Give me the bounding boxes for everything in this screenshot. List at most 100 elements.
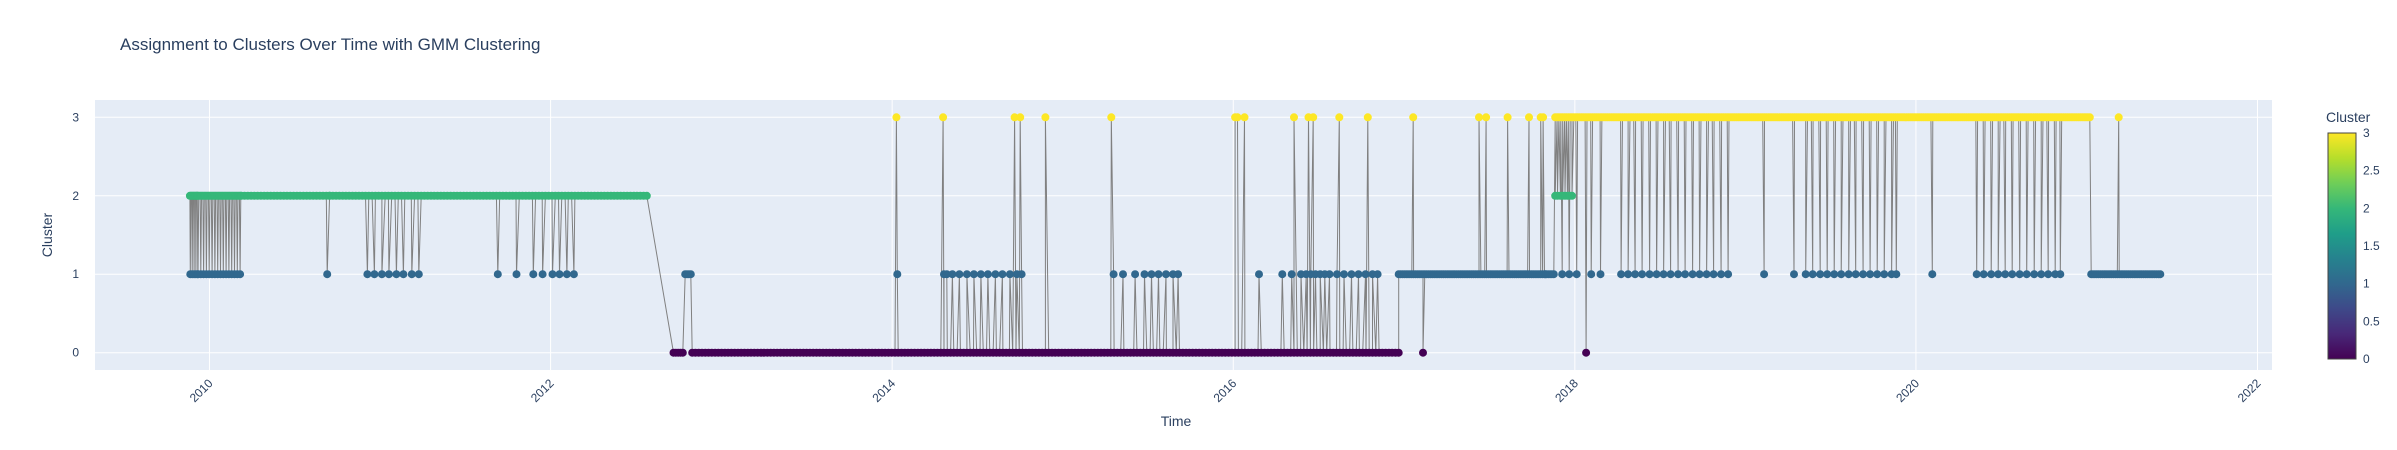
data-point bbox=[678, 348, 687, 357]
data-point bbox=[1278, 270, 1287, 279]
data-point bbox=[1596, 270, 1605, 279]
colorbar-tick-label: 1 bbox=[2363, 277, 2370, 291]
data-point bbox=[942, 270, 951, 279]
data-point bbox=[392, 270, 401, 279]
data-point bbox=[969, 270, 978, 279]
data-point bbox=[1880, 270, 1889, 279]
data-point bbox=[1565, 270, 1574, 279]
data-point bbox=[1016, 113, 1025, 122]
data-point bbox=[1790, 270, 1798, 279]
data-point bbox=[1333, 270, 1341, 279]
data-point bbox=[1674, 270, 1683, 279]
data-point bbox=[1325, 270, 1334, 279]
data-point bbox=[414, 270, 423, 279]
x-tick-label: 2020 bbox=[1893, 376, 1922, 405]
data-point bbox=[2085, 113, 2094, 122]
data-point bbox=[1010, 113, 1019, 122]
data-point bbox=[1979, 270, 1988, 279]
data-point bbox=[1363, 113, 1372, 122]
data-point bbox=[1624, 270, 1633, 279]
data-point bbox=[1017, 270, 1026, 279]
data-point bbox=[548, 270, 557, 279]
data-point bbox=[1587, 270, 1596, 279]
data-point bbox=[893, 270, 902, 279]
data-point bbox=[2030, 270, 2039, 279]
data-point bbox=[1255, 270, 1263, 279]
data-point bbox=[2114, 113, 2123, 122]
data-point bbox=[1808, 270, 1817, 279]
data-point bbox=[1851, 270, 1860, 279]
data-point bbox=[1340, 270, 1348, 279]
data-point bbox=[1107, 113, 1116, 122]
data-point bbox=[1361, 270, 1370, 279]
data-point bbox=[998, 270, 1007, 279]
colorbar bbox=[2327, 132, 2357, 360]
y-tick-label: 0 bbox=[72, 346, 79, 360]
data-point bbox=[384, 270, 393, 279]
data-point bbox=[1617, 270, 1626, 279]
data-point bbox=[1568, 191, 1576, 200]
data-point bbox=[1987, 270, 1996, 279]
data-point bbox=[1525, 113, 1533, 122]
chart-title: Assignment to Clusters Over Time with GM… bbox=[120, 35, 540, 54]
series-markers bbox=[185, 113, 2165, 357]
data-point bbox=[1335, 113, 1344, 122]
data-point bbox=[939, 113, 948, 122]
data-point bbox=[1558, 270, 1567, 279]
data-point bbox=[236, 270, 245, 279]
data-point bbox=[1119, 270, 1127, 279]
data-point bbox=[1287, 270, 1296, 279]
data-point bbox=[529, 270, 538, 279]
data-point bbox=[1240, 113, 1249, 122]
data-point bbox=[1844, 270, 1853, 279]
data-point bbox=[2044, 270, 2053, 279]
x-tick-label: 2018 bbox=[1552, 376, 1581, 405]
data-point bbox=[1830, 270, 1839, 279]
data-point bbox=[1131, 270, 1140, 279]
data-point bbox=[569, 270, 578, 279]
data-point bbox=[555, 270, 564, 279]
y-tick-labels: 0 1 2 3 bbox=[72, 110, 79, 359]
data-point bbox=[1873, 270, 1882, 279]
data-point bbox=[962, 270, 971, 279]
data-point bbox=[686, 270, 695, 279]
data-point bbox=[1837, 270, 1846, 279]
data-point bbox=[1695, 270, 1704, 279]
data-point bbox=[2015, 270, 2024, 279]
data-point bbox=[1638, 270, 1647, 279]
data-point bbox=[1816, 270, 1825, 279]
data-point bbox=[1760, 270, 1769, 279]
data-point bbox=[991, 270, 1000, 279]
data-point bbox=[948, 270, 957, 279]
data-point bbox=[2008, 270, 2017, 279]
data-point bbox=[538, 270, 547, 279]
data-point bbox=[1394, 348, 1403, 357]
data-point bbox=[1724, 270, 1733, 279]
data-point bbox=[1140, 270, 1149, 279]
data-point bbox=[1666, 270, 1675, 279]
data-point bbox=[1681, 270, 1690, 279]
data-point bbox=[1892, 270, 1901, 279]
data-point bbox=[1309, 113, 1318, 122]
y-axis-title: Cluster bbox=[39, 212, 55, 257]
data-point bbox=[1290, 113, 1298, 122]
colorbar-tick-label: 2 bbox=[2363, 201, 2370, 215]
data-point bbox=[1373, 270, 1382, 279]
data-point bbox=[1688, 270, 1697, 279]
colorbar-tick-label: 3 bbox=[2363, 126, 2370, 140]
data-point bbox=[1419, 348, 1427, 357]
data-point bbox=[1823, 270, 1832, 279]
x-tick-label: 2022 bbox=[2235, 376, 2264, 405]
data-point bbox=[1972, 270, 1981, 279]
data-point bbox=[1005, 270, 1014, 279]
x-tick-label: 2014 bbox=[869, 376, 898, 405]
x-tick-labels: 2010 2012 2014 2016 2018 2020 2022 bbox=[187, 376, 2264, 405]
data-point bbox=[1709, 270, 1718, 279]
data-point bbox=[2001, 270, 2010, 279]
data-point bbox=[1475, 113, 1483, 122]
data-point bbox=[1503, 113, 1512, 122]
data-point bbox=[1859, 270, 1868, 279]
data-point bbox=[2022, 270, 2031, 279]
data-point bbox=[1409, 113, 1418, 122]
data-point bbox=[377, 270, 386, 279]
